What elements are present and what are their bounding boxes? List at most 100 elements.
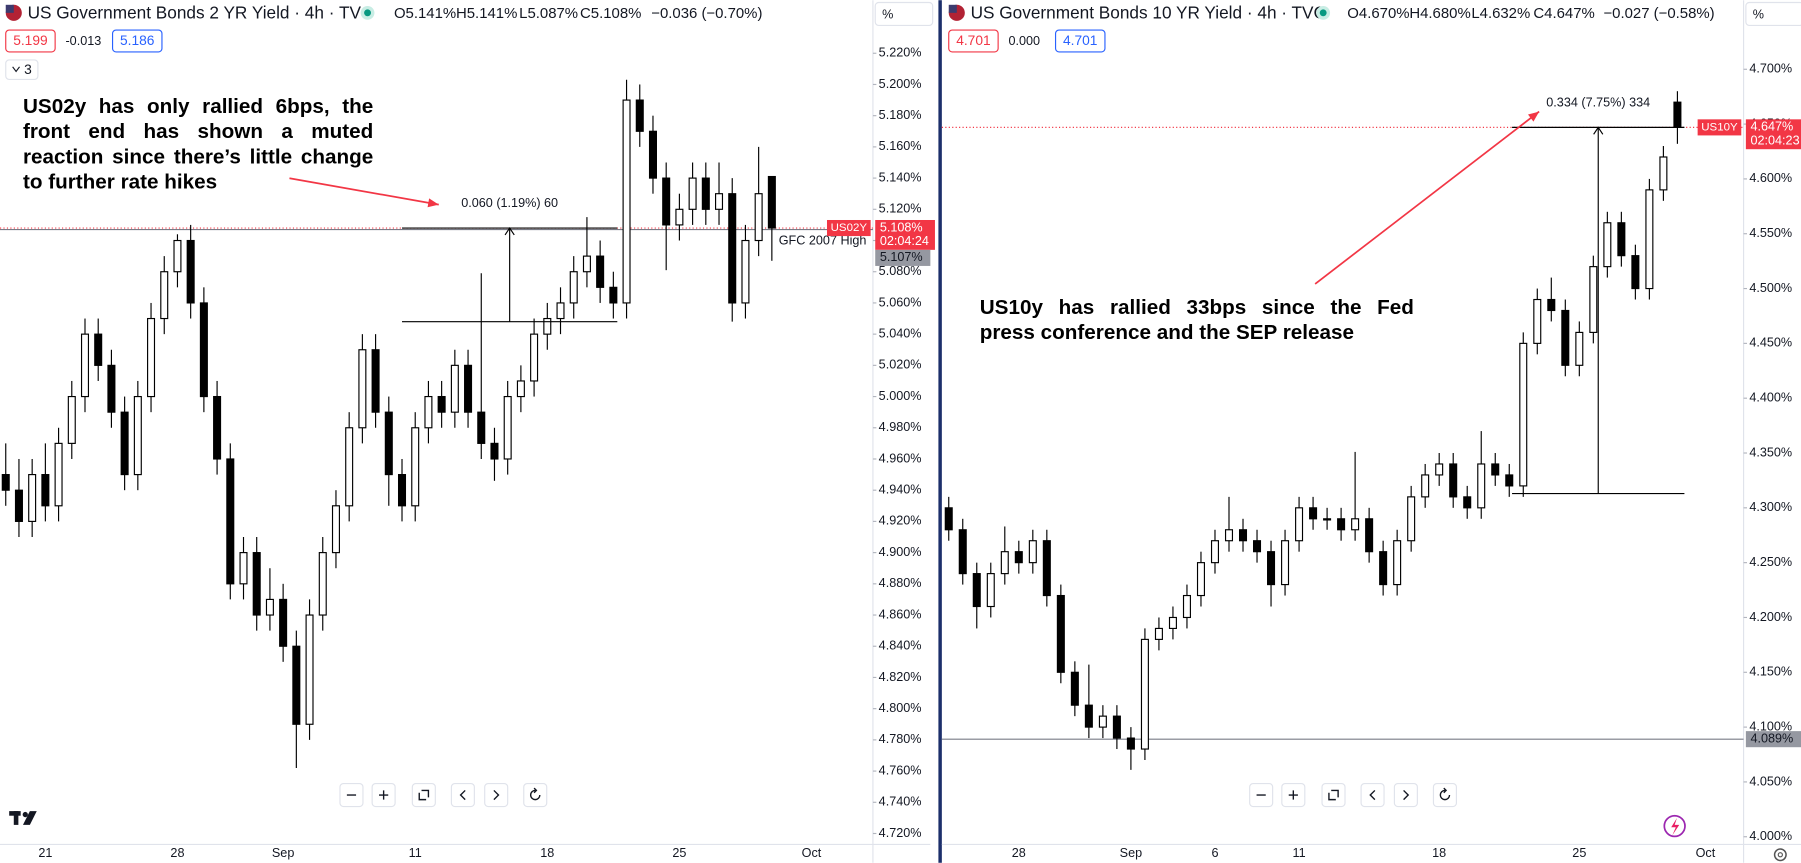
candle-body [371,349,380,413]
toolbar-icon[interactable] [1328,789,1339,801]
candle-body [728,193,737,304]
chart-title: US Government Bonds 10 YR Yield · 4h · T… [971,3,1326,23]
market-status-core [364,9,371,17]
y-tick-label: 4.880% [879,576,922,590]
horizontal-line-price-box [1745,731,1801,748]
bid-price: 5.199 [13,33,47,48]
toolbar-button[interactable] [484,782,509,808]
y-tick-label: 5.020% [879,358,922,372]
lightning-button[interactable] [1663,814,1686,838]
candle-body [67,395,76,444]
toolbar-button[interactable] [1432,782,1457,808]
countdown-label: 02:04:24 [880,234,929,248]
tradingview-logo[interactable] [9,811,37,825]
candle-body [1000,551,1009,575]
toolbar-icon[interactable] [1439,787,1451,801]
indicators-toggle[interactable] [5,59,39,81]
candle-body [1210,540,1220,564]
annotation: US10y has rallied 33bps since the Fed pr… [979,295,1414,344]
pane-divider [938,0,942,863]
settings-button[interactable] [1773,848,1787,862]
ohlc-value: L5.087% [519,5,578,22]
last-price-label: 4.647% [1750,120,1793,134]
candle-body [160,271,169,320]
toolbar-icon[interactable] [459,789,466,801]
candle-body [437,395,446,413]
annotation-arrow [289,177,439,206]
toolbar-button[interactable] [1360,782,1385,808]
ask-price: 5.186 [120,33,155,48]
candle-body [226,458,235,585]
candle-body [239,552,248,585]
candle-body [1505,474,1514,487]
y-tick-label: 5.220% [879,46,922,60]
toolbar-icon[interactable] [1369,789,1376,801]
candle-body [1463,496,1472,509]
candle-body [1323,518,1332,521]
toolbar-button[interactable] [450,782,475,808]
candle-body [1168,616,1177,630]
toolbar-button[interactable] [1393,782,1418,808]
x-tick-label: 25 [672,846,686,860]
toolbar-icon[interactable] [529,787,541,801]
candle-body [1098,715,1107,728]
candle-body [972,573,981,608]
candle-body [1014,551,1023,564]
y-tick-label: 4.100% [1749,719,1792,733]
candle-body [331,505,340,554]
y-tick-label: 4.700% [1749,62,1792,76]
annotation-box: US10y has rallied 33bps since the Fed pr… [979,295,1414,344]
toolbar-icon[interactable] [379,790,389,800]
candle-body [1435,463,1444,476]
candle-body [1112,715,1121,739]
ohlc-value: −0.027 (−0.58%) [1603,5,1714,22]
candle-body [1267,551,1276,586]
last-price-box [1745,119,1801,150]
candle-body [596,255,605,288]
y-tick-label: 5.040% [879,326,922,340]
ask-price: 4.701 [1063,33,1097,48]
candle-body [1126,737,1135,750]
toolbar-icon[interactable] [418,789,430,801]
toolbar-button[interactable] [411,782,436,808]
candle-body [1575,331,1584,366]
candle-body [292,645,301,725]
y-tick-label: 5.200% [879,77,922,91]
toolbar-button[interactable] [523,782,548,808]
candle-body [1547,298,1556,312]
ask-box [111,29,163,53]
candle-body [1491,463,1500,476]
candle-body [265,598,274,616]
ohlc-value: H5.141% [456,5,517,22]
y-tick-label: 4.960% [879,451,922,465]
toolbar-icon[interactable] [493,789,500,801]
horizontal-line-text: GFC 2007 High [779,233,867,247]
candle-body [609,286,618,304]
ohlc-value: H4.680% [1409,5,1470,22]
candle-body [1673,101,1682,128]
y-tick-label: 4.350% [1749,445,1792,459]
series-label-box [1697,119,1742,136]
candle-body [450,364,459,413]
toolbar-button[interactable] [1321,782,1346,808]
candle-body [1224,529,1234,542]
toolbar-icon[interactable] [1288,790,1298,800]
y-tick-label: 4.820% [879,670,922,684]
y-tick-label: 5.060% [879,295,922,309]
candle-body [384,411,393,476]
y-tick-label: 4.780% [879,732,922,746]
candle-body [1351,518,1360,531]
toolbar-icon[interactable] [1403,789,1410,801]
measure-label: 0.060 (1.19%) 60 [461,196,558,210]
x-tick-label: 18 [1432,846,1446,860]
candle-body [1253,540,1262,553]
candle-body [1140,638,1149,750]
candle-body [569,271,578,304]
candle-body [767,175,776,229]
candle-body [1561,309,1570,366]
indicators-count: 3 [24,62,32,77]
market-status-core [1319,9,1327,17]
candle-body [1365,518,1374,553]
x-tick-label: 11 [409,846,422,860]
